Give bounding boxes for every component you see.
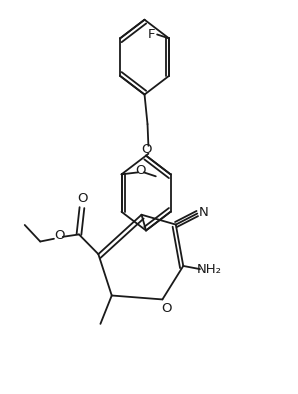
Text: O: O — [54, 229, 65, 242]
Text: O: O — [141, 143, 151, 156]
Text: O: O — [136, 164, 146, 177]
Text: N: N — [198, 206, 208, 219]
Text: O: O — [161, 302, 172, 314]
Text: O: O — [77, 193, 88, 205]
Text: F: F — [148, 28, 155, 41]
Text: NH₂: NH₂ — [197, 264, 222, 276]
